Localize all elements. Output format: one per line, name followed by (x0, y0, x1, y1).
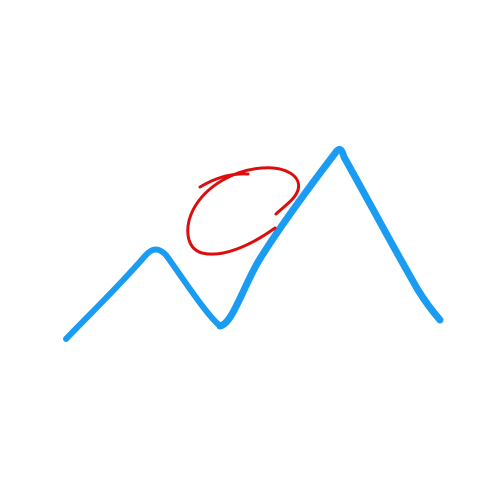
mountains (63, 146, 444, 342)
mountain-valley-stroke (164, 253, 224, 327)
mountain-ridge-left (63, 246, 223, 342)
sun-scribble-tail (198, 172, 250, 189)
mountain-ridge-right (216, 146, 444, 330)
sun-scribble (186, 166, 301, 256)
sun (186, 166, 301, 256)
